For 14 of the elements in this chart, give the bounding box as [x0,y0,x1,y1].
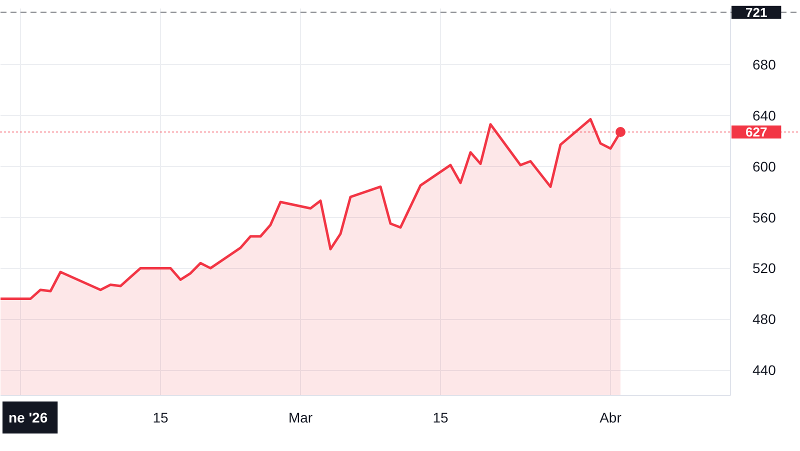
y-tick-label: 600 [752,158,776,174]
x-tick-label: 15 [152,410,168,426]
y-tick-label: 640 [752,107,776,124]
x-tick-label: Mar [288,410,313,426]
y-tick-label: 680 [752,56,776,73]
ref-line-label: 721 [746,4,768,20]
text: ne '26 [8,410,48,426]
y-tick-label: 520 [752,260,776,276]
x-tick-label: 15 [432,410,448,426]
y-tick-label: 440 [752,362,776,378]
y-tick-label: 560 [752,209,776,226]
x-tick-label: Abr [600,410,622,426]
y-tick-label: 480 [752,311,776,328]
ref-line-label: 627 [746,124,768,140]
